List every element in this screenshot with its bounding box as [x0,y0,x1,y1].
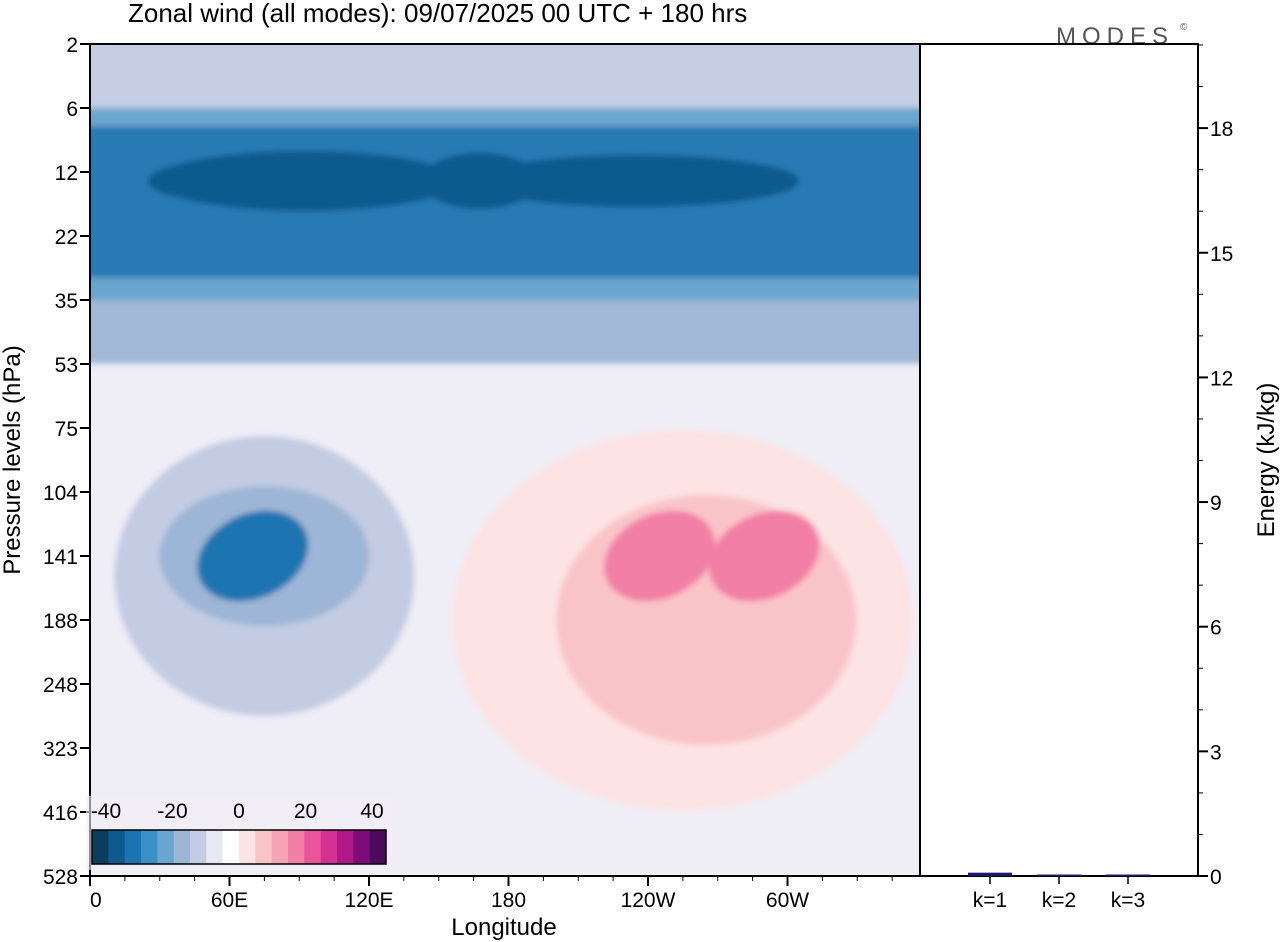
easterly-core [473,154,800,207]
energy-bar [1106,874,1150,876]
energy-panel-frame [919,43,1199,877]
y-tick-label: 188 [43,610,78,633]
colorbar-swatch [337,830,354,864]
colorbar-swatch [239,830,256,864]
easterly-core [148,160,288,201]
colorbar-swatch [255,830,273,864]
energy-x-tick-label: k=1 [973,889,1007,912]
wind-band [90,44,920,108]
colorbar-swatch [206,830,224,864]
y-tick-label: 75 [55,418,78,441]
energy-y-tick-label: 12 [1210,367,1233,390]
y-tick-label: 53 [55,354,78,377]
energy-y-axis: 0 3 6 9 12 15 18 [1198,44,1233,889]
x-tick-label: 0 [90,889,102,912]
heatmap-x-axis-label: Longitude [451,914,556,941]
y-tick-label: 22 [55,226,78,249]
colorbar-swatch [271,830,289,864]
colorbar-swatch [369,830,387,864]
colorbar-swatch [304,830,322,864]
wind-core [197,510,309,602]
x-tick-label: 60E [211,889,248,912]
energy-y-tick-label: 6 [1210,617,1222,640]
wind-core [708,510,820,602]
wind-core [604,510,716,602]
colorbar-swatch [173,830,191,864]
colorbar-label: 20 [294,800,317,823]
energy-x-axis: k=1 k=2 k=3 [973,876,1145,912]
heatmap-plot [90,44,920,876]
colorbar-swatch [320,830,338,864]
energy-y-tick-label: 15 [1210,243,1233,266]
energy-bar [968,872,1012,876]
band-edge [90,108,920,126]
colorbar-swatch [190,830,207,864]
colorbar-swatch [124,830,142,864]
y-tick-label: 528 [43,866,78,889]
colorbar: -40 -20 0 20 40 [86,796,392,870]
modes-logo-mark: © [1180,22,1188,33]
y-tick-label: 104 [43,482,78,505]
colorbar-frame [91,829,387,865]
wind-band [90,300,920,364]
y-tick-label: 35 [55,290,78,313]
band-edge [90,278,920,300]
colorbar-swatch [157,830,175,864]
energy-y-tick-label: 9 [1210,492,1222,515]
energy-x-tick-label: k=3 [1111,889,1145,912]
y-tick-label: 141 [43,546,78,569]
colorbar-swatch [92,830,109,864]
energy-bar [1037,874,1081,876]
x-tick-label: 180 [491,889,526,912]
y-tick-label: 248 [43,674,78,697]
chart-title: Zonal wind (all modes): 09/07/2025 00 UT… [128,0,747,28]
colorbar-swatch [288,830,305,864]
colorbar-swatch [108,830,126,864]
x-tick-label: 120W [621,889,676,912]
energy-y-tick-label: 3 [1210,741,1222,764]
colorbar-swatch [141,830,158,864]
colorbar-label: -40 [91,800,121,823]
x-tick-label: 60W [766,889,809,912]
colorbar-swatch [222,830,240,864]
heatmap-y-axis-label: Pressure levels (hPa) [0,345,26,574]
y-tick-label: 2 [66,34,78,57]
energy-y-axis-label: Energy (kJ/kg) [1253,383,1280,538]
y-tick-label: 12 [55,162,78,185]
heatmap-x-axis: 0 60E 120E 180 120W 60W [89,876,893,912]
energy-x-tick-label: k=2 [1042,889,1076,912]
colorbar-label: 0 [233,800,245,823]
y-tick-label: 416 [43,802,78,825]
energy-y-tick-label: 18 [1210,118,1233,141]
colorbar-label: 40 [360,800,383,823]
heatmap-y-axis: 2 6 12 22 35 53 75 104 141 188 248 323 416 528 [43,34,90,889]
y-tick-label: 323 [43,738,78,761]
energy-bars [968,872,1150,876]
energy-y-tick-label: 0 [1210,866,1222,889]
colorbar-label: -20 [157,800,187,823]
x-tick-label: 120E [344,889,393,912]
colorbar-swatch [353,830,371,864]
y-tick-label: 6 [66,98,78,121]
